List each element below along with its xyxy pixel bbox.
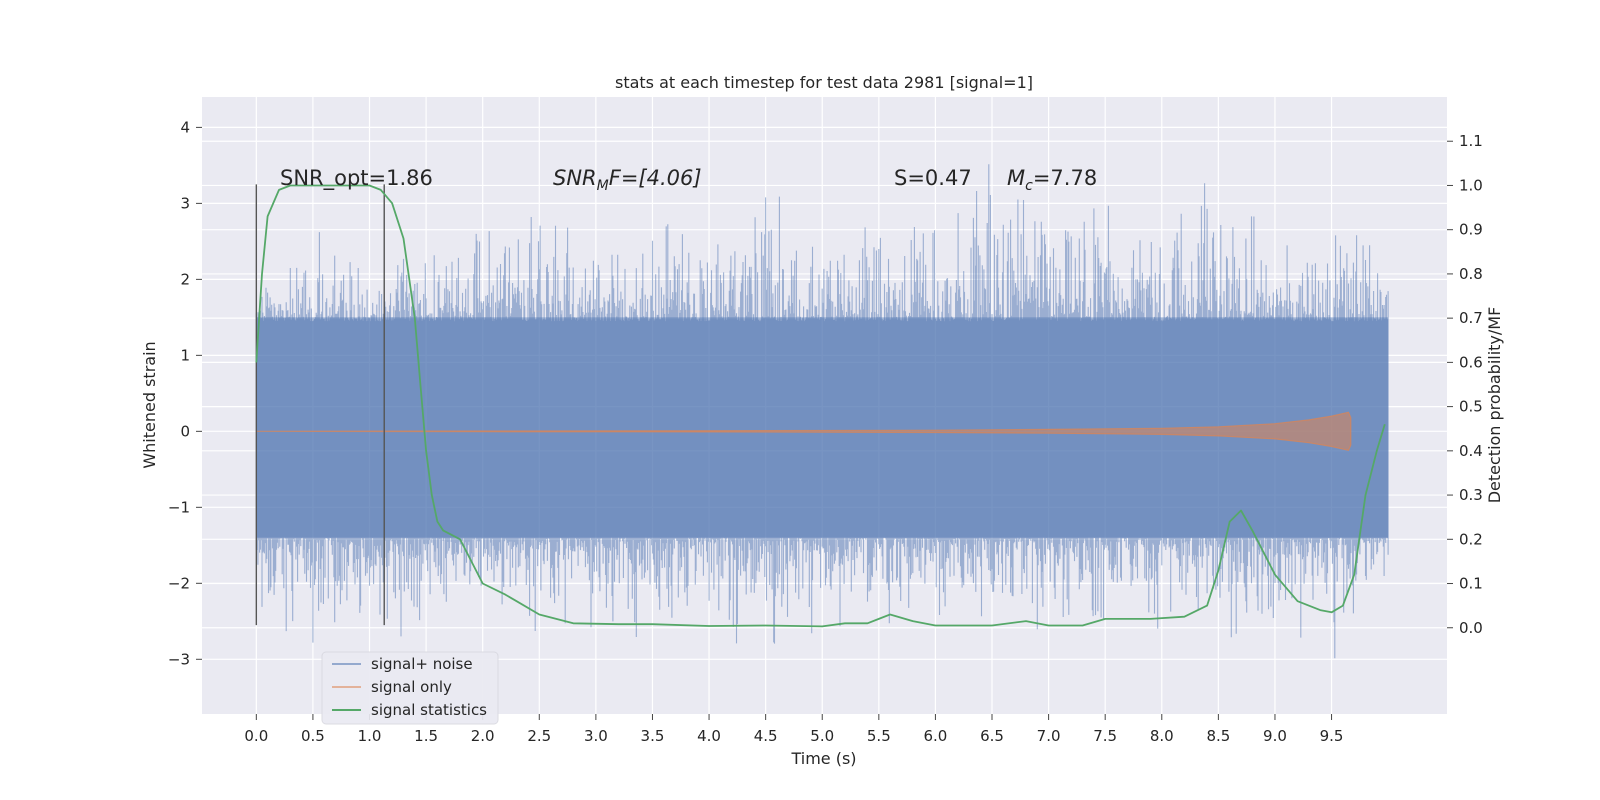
x-tick-label: 3.0 (584, 727, 608, 745)
vertical-markers (255, 184, 385, 626)
signal-statistics-series (255, 184, 1386, 628)
y2-tick-label: 0.5 (1459, 398, 1483, 416)
y2-tick-label: 0.4 (1459, 442, 1483, 460)
x-tick-label: 0.0 (244, 727, 268, 745)
x-tick-label: 7.5 (1093, 727, 1117, 745)
snr-mf-sub: M (597, 178, 609, 194)
x-tick-label: 7.0 (1037, 727, 1061, 745)
legend: signal+ noise signal only signal statist… (321, 651, 499, 725)
x-axis-label: Time (s) (790, 749, 856, 768)
x-tick-label: 4.5 (754, 727, 778, 745)
x-tick-label: 5.0 (810, 727, 834, 745)
x-tick-label: 1.5 (414, 727, 438, 745)
x-tick-label: 3.5 (641, 727, 665, 745)
mc-annotation: Mc=7.78 (1007, 166, 1097, 194)
y2-ticks: 1.1 1.0 0.9 0.8 0.7 0.6 0.5 0.4 0.3 0.2 0.1 0.0 (1447, 132, 1483, 637)
x-tick-label: 2.5 (527, 727, 551, 745)
legend-label-signal-only: signal only (371, 678, 452, 696)
signal-statistics-line (255, 184, 1386, 628)
x-tick-label: 5.5 (867, 727, 891, 745)
y-tick-label: 1 (180, 346, 190, 364)
chart-title: stats at each timestep for test data 298… (615, 73, 1033, 92)
x-tick-label: 6.5 (980, 727, 1004, 745)
y2-tick-label: 1.1 (1459, 132, 1483, 150)
y-axis-label: Whitened strain (140, 341, 159, 468)
legend-label-statistics: signal statistics (371, 701, 487, 719)
y-ticks: 4 3 2 1 0 −1 −2 −3 (168, 118, 202, 668)
x-tick-label: 6.0 (923, 727, 947, 745)
snr-mf-annotation: SNRMF=[4.06] (553, 166, 702, 194)
snr-opt-annotation: SNR_opt=1.86 (280, 166, 433, 191)
y-tick-label: −2 (168, 574, 190, 592)
signal-only-chirp (256, 411, 1352, 451)
legend-box (321, 651, 499, 725)
s-annotation: S=0.47 (894, 166, 972, 190)
snr-mf-prefix: SNR (553, 166, 597, 190)
y-tick-label: 0 (180, 422, 190, 440)
mc-suffix: =7.78 (1033, 166, 1097, 190)
legend-label-signal-noise: signal+ noise (371, 655, 473, 673)
x-tick-label: 2.0 (471, 727, 495, 745)
y2-tick-label: 0.1 (1459, 575, 1483, 593)
x-tick-label: 8.0 (1150, 727, 1174, 745)
snr-mf-suffix: F=[4.06] (609, 166, 702, 190)
y2-tick-label: 0.2 (1459, 530, 1483, 548)
y2-tick-label: 0.9 (1459, 221, 1483, 239)
x-tick-label: 0.5 (301, 727, 325, 745)
y2-tick-label: 0.3 (1459, 486, 1483, 504)
mc-sub: c (1025, 178, 1033, 194)
y2-axis-label: Detection probability/MF (1485, 307, 1504, 504)
y2-tick-label: 0.7 (1459, 309, 1483, 327)
x-tick-label: 8.5 (1206, 727, 1230, 745)
x-ticks: 0.0 0.5 1.0 1.5 2.0 2.5 3.0 3.5 4.0 4.5 5.0 5.5 6.0 6… (244, 714, 1343, 745)
signal-only-series (256, 411, 1352, 451)
y2-tick-label: 0.8 (1459, 265, 1483, 283)
mc-prefix: M (1007, 166, 1025, 190)
x-tick-label: 1.0 (358, 727, 382, 745)
y2-tick-label: 0.0 (1459, 619, 1483, 637)
y-tick-label: −3 (168, 650, 190, 668)
x-tick-label: 9.5 (1320, 727, 1344, 745)
y-tick-label: 2 (180, 270, 190, 288)
y-tick-label: 3 (180, 194, 190, 212)
y2-tick-label: 1.0 (1459, 176, 1483, 194)
x-tick-label: 4.0 (697, 727, 721, 745)
y-tick-label: 4 (180, 118, 190, 136)
y2-tick-label: 0.6 (1459, 353, 1483, 371)
x-tick-label: 9.0 (1263, 727, 1287, 745)
y-tick-label: −1 (168, 498, 190, 516)
